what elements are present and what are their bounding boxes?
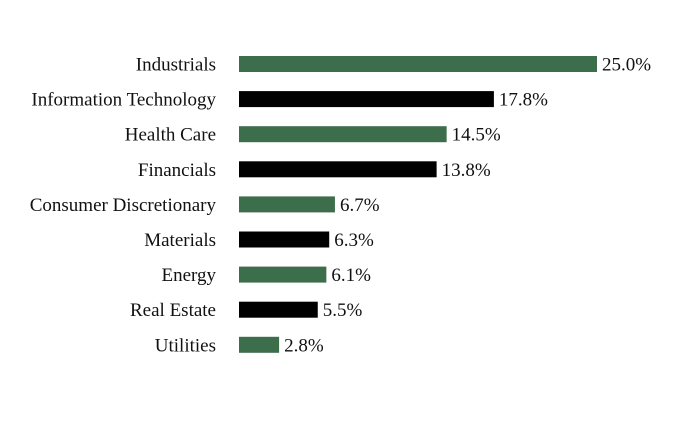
bar [239,301,318,318]
value-label: 14.5% [452,125,501,146]
bar [239,196,335,213]
value-label: 6.1% [331,265,371,286]
bar [239,56,597,72]
category-label: Real Estate [130,300,216,321]
bar [239,231,330,248]
category-label: Materials [144,230,216,251]
category-label: Energy [161,265,216,286]
bar [239,126,447,143]
category-label: Financials [138,160,216,181]
value-label: 25.0% [602,55,651,76]
value-label: 2.8% [284,335,324,356]
bar [239,266,327,283]
value-label: 6.3% [334,230,374,251]
category-label: Information Technology [31,90,216,111]
value-label: 6.7% [340,195,380,216]
category-label: Industrials [136,55,216,76]
category-label: Health Care [125,125,216,146]
value-label: 13.8% [442,160,491,181]
value-label: 5.5% [323,300,363,321]
category-label: Utilities [155,335,216,356]
value-label: 17.8% [499,90,548,111]
category-label: Consumer Discretionary [30,195,217,216]
bar [239,91,494,108]
bar [239,336,280,353]
bar [239,161,437,178]
